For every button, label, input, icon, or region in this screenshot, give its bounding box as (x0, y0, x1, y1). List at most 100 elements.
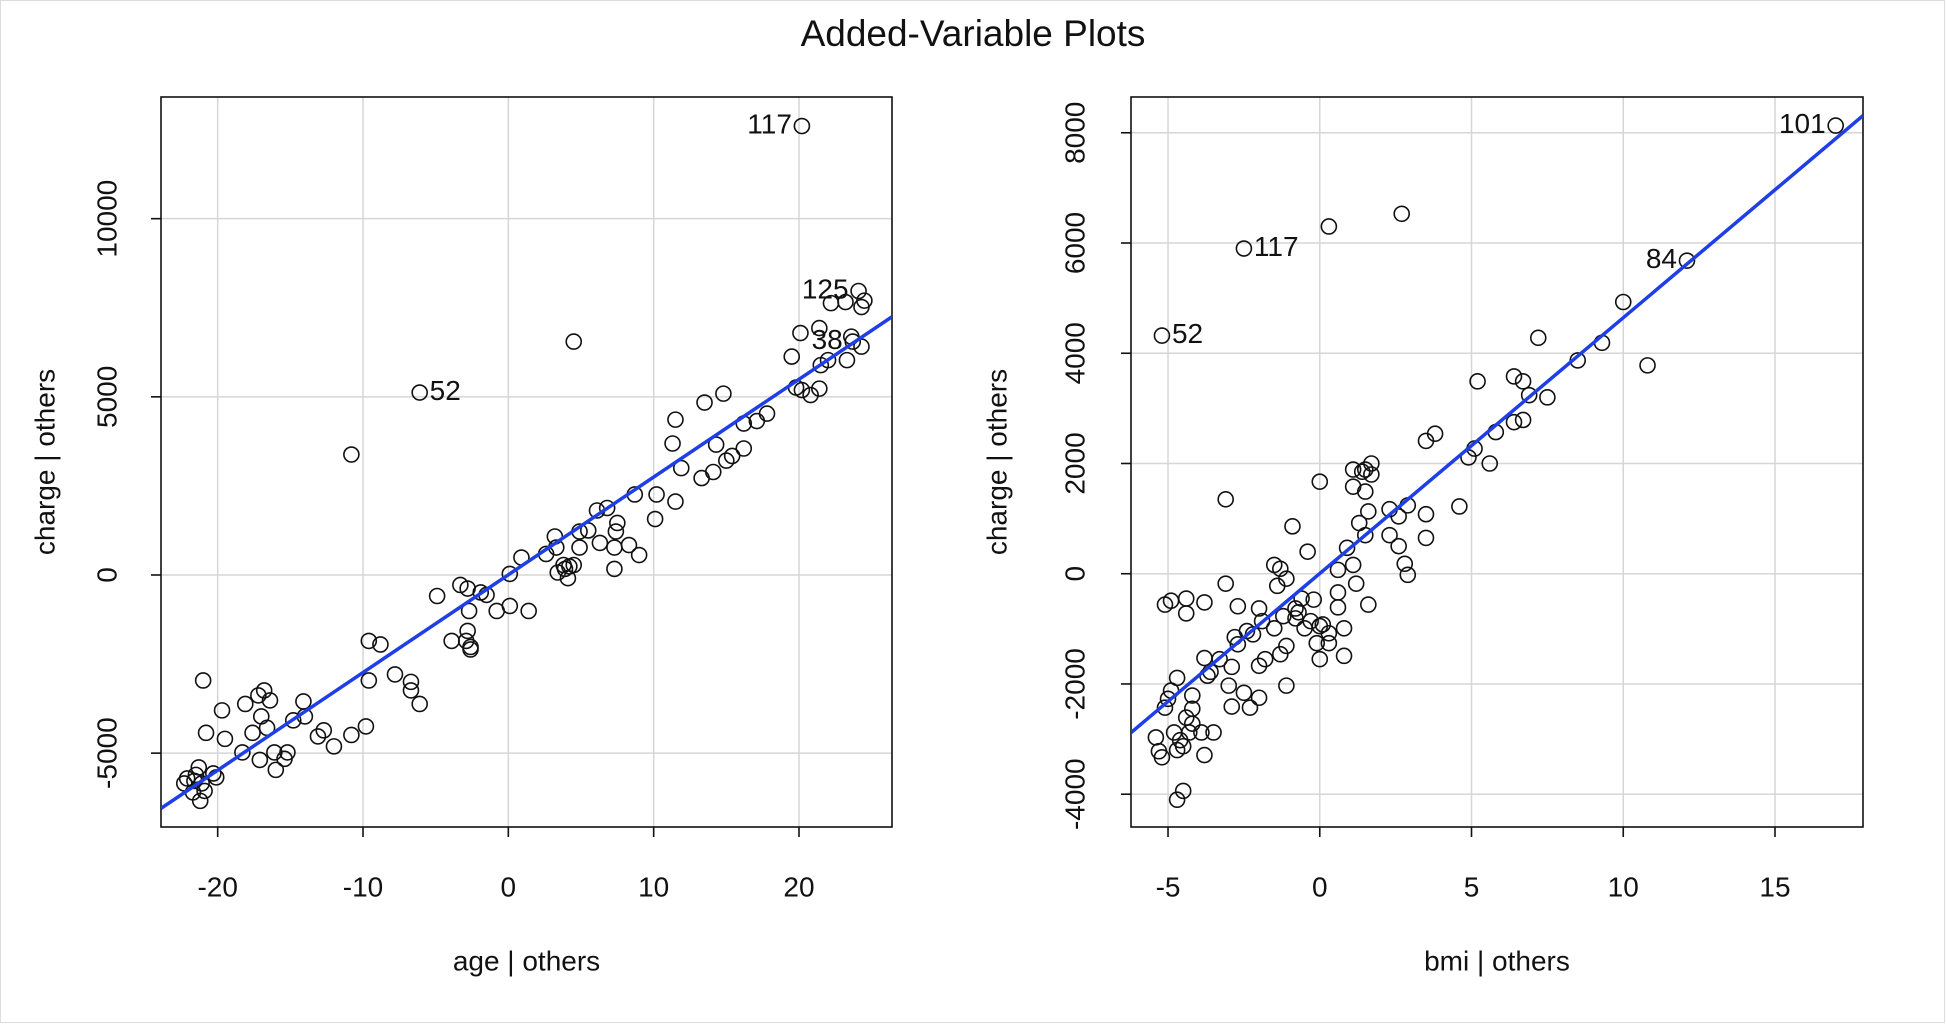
data-point (1529, 329, 1547, 347)
y-tick-label: 8000 (1059, 102, 1090, 164)
plot-box (1130, 96, 1864, 828)
data-point (850, 282, 867, 300)
data-point (607, 523, 625, 540)
data-point (1311, 650, 1329, 668)
x-tick-label: -20 (197, 871, 237, 902)
data-point (216, 730, 234, 748)
data-point (1827, 117, 1844, 134)
data-point (276, 750, 293, 768)
data-point (1417, 432, 1435, 450)
data-point (1399, 566, 1417, 584)
data-point (598, 499, 616, 517)
data-point (748, 412, 766, 430)
data-point (1193, 724, 1210, 741)
data-point (571, 539, 588, 556)
data-point (402, 673, 420, 691)
data-point (1229, 635, 1247, 653)
x-tick-label: 0 (1312, 871, 1328, 902)
data-point (1168, 791, 1186, 809)
data-point (194, 672, 212, 689)
data-point (1514, 411, 1532, 429)
data-point (1250, 657, 1268, 675)
data-point (1211, 650, 1228, 668)
data-point (1360, 503, 1377, 520)
data-point (402, 682, 420, 699)
data-point (802, 386, 819, 404)
y-tick-label: 0 (91, 567, 122, 583)
data-point (1305, 591, 1322, 608)
data-point (1520, 386, 1538, 404)
x-tick-label: 15 (1759, 871, 1790, 902)
x-axis-title: age | others (453, 945, 600, 976)
data-point (1390, 537, 1407, 555)
data-point (606, 539, 623, 556)
data-point (667, 411, 684, 428)
data-point (1539, 389, 1556, 406)
data-point (284, 712, 302, 729)
data-point (1299, 543, 1316, 560)
data-point (428, 587, 446, 605)
data-point (357, 718, 375, 735)
data-point (591, 534, 609, 552)
data-point (822, 294, 840, 312)
data-point (1338, 539, 1356, 557)
data-point (1272, 560, 1289, 578)
data-point (1235, 240, 1253, 257)
data-point (360, 672, 378, 689)
data-point (1153, 327, 1171, 344)
data-point (1156, 699, 1174, 716)
data-point (1329, 561, 1347, 579)
data-point (811, 319, 828, 337)
data-point (1229, 597, 1247, 615)
data-point (672, 459, 690, 477)
data-point (792, 324, 809, 342)
data-point (838, 351, 856, 369)
data-point (565, 333, 583, 350)
plot-box (160, 96, 893, 828)
data-point (196, 782, 213, 800)
data-point (1393, 205, 1411, 223)
data-point (1381, 526, 1398, 544)
data-point (1196, 746, 1213, 764)
data-point (386, 666, 404, 683)
data-point (1356, 461, 1374, 478)
data-point (1417, 529, 1435, 547)
data-point (372, 636, 389, 653)
point-label: 125 (802, 273, 849, 304)
data-point (1153, 748, 1171, 766)
data-point (411, 384, 428, 401)
y-tick-label: 10000 (91, 180, 122, 258)
data-point (267, 761, 285, 779)
data-point (1347, 575, 1365, 592)
point-label: 117 (747, 108, 792, 139)
data-point (309, 728, 327, 745)
data-point (1235, 684, 1253, 702)
data-point (693, 469, 710, 487)
point-label: 52 (1172, 318, 1203, 349)
data-point (251, 751, 269, 769)
data-point (630, 546, 648, 564)
data-point (1223, 658, 1241, 676)
data-point (1505, 413, 1523, 431)
y-tick-label: 6000 (1059, 212, 1090, 274)
data-point (236, 695, 254, 713)
data-point (1469, 373, 1486, 390)
data-point (488, 602, 506, 620)
data-point (343, 726, 360, 744)
data-point (1320, 218, 1338, 235)
data-point (1639, 357, 1656, 374)
data-point (1205, 724, 1222, 741)
data-point (606, 560, 623, 578)
data-point (1265, 619, 1283, 637)
data-point (315, 722, 333, 739)
data-point (1678, 252, 1696, 269)
data-point (244, 724, 261, 742)
x-tick-label: -5 (1156, 871, 1181, 902)
data-point (1356, 526, 1374, 544)
data-point (1360, 596, 1377, 613)
x-tick-label: 0 (501, 871, 517, 902)
data-point (735, 440, 753, 457)
data-point (255, 682, 273, 699)
